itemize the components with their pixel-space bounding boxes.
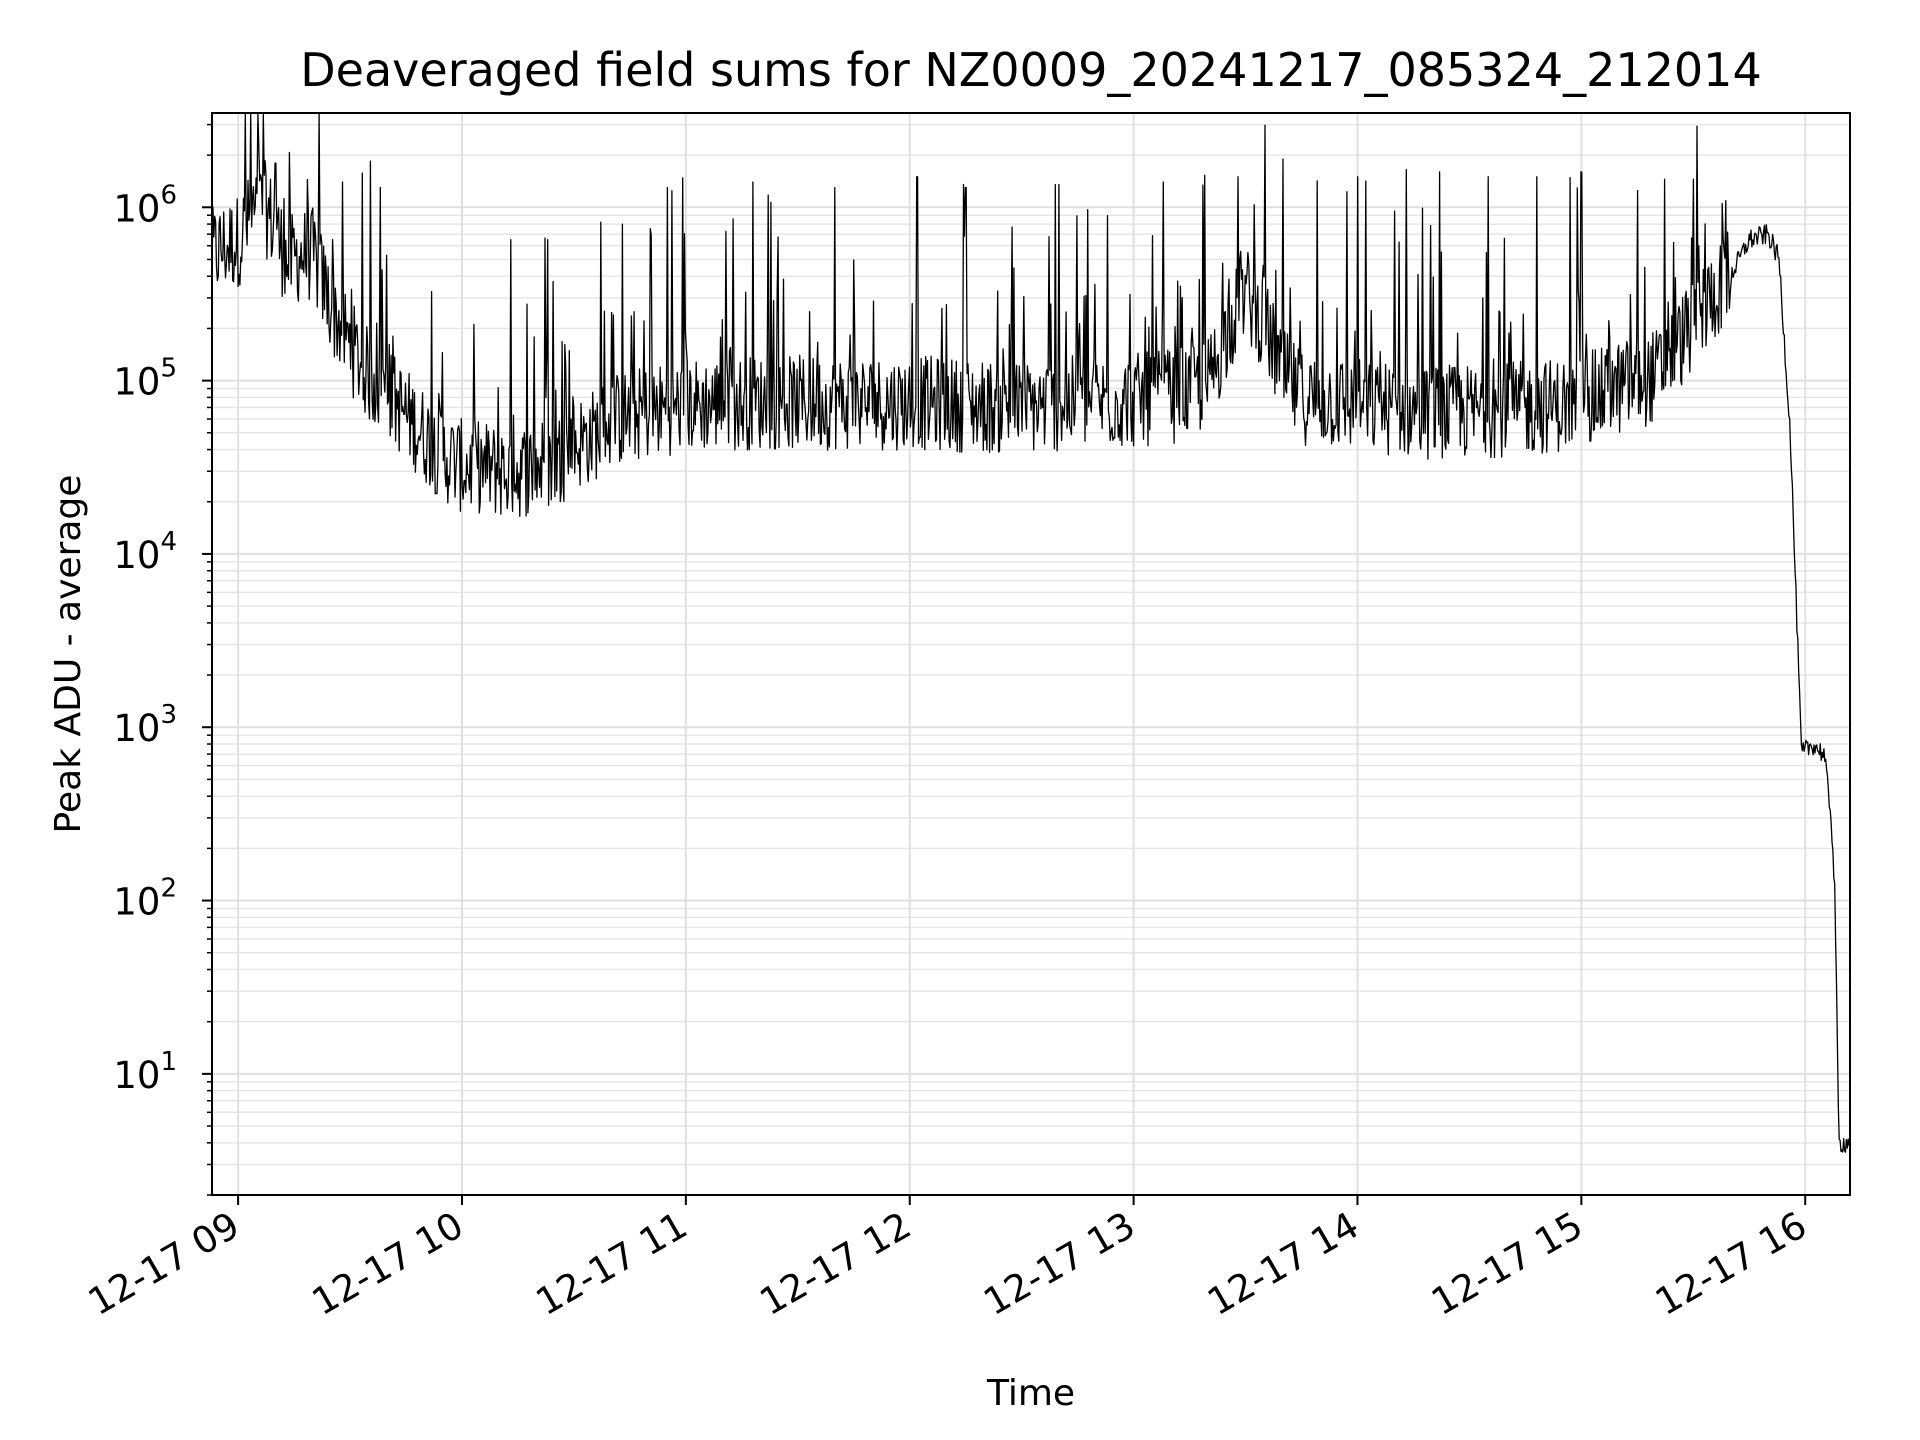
- chart-title: Deaveraged field sums for NZ0009_2024121…: [300, 43, 1761, 97]
- series-layer: [211, 112, 1850, 1153]
- y-tick-label: 101: [113, 1047, 177, 1097]
- x-axis-title: Time: [986, 1373, 1075, 1414]
- y-axis: 101 102 103 104 105 106: [113, 123, 212, 1196]
- y-axis-title: Peak ADU - average: [48, 475, 89, 834]
- y-tick-label: 104: [113, 527, 177, 577]
- plot-frame: [211, 112, 1851, 1196]
- y-tick-label: 105: [113, 354, 177, 404]
- y-tick-label: 102: [113, 874, 177, 924]
- y-tick-label: 103: [113, 700, 177, 750]
- y-tick-label: 106: [113, 180, 177, 230]
- series-line: [211, 112, 1850, 1153]
